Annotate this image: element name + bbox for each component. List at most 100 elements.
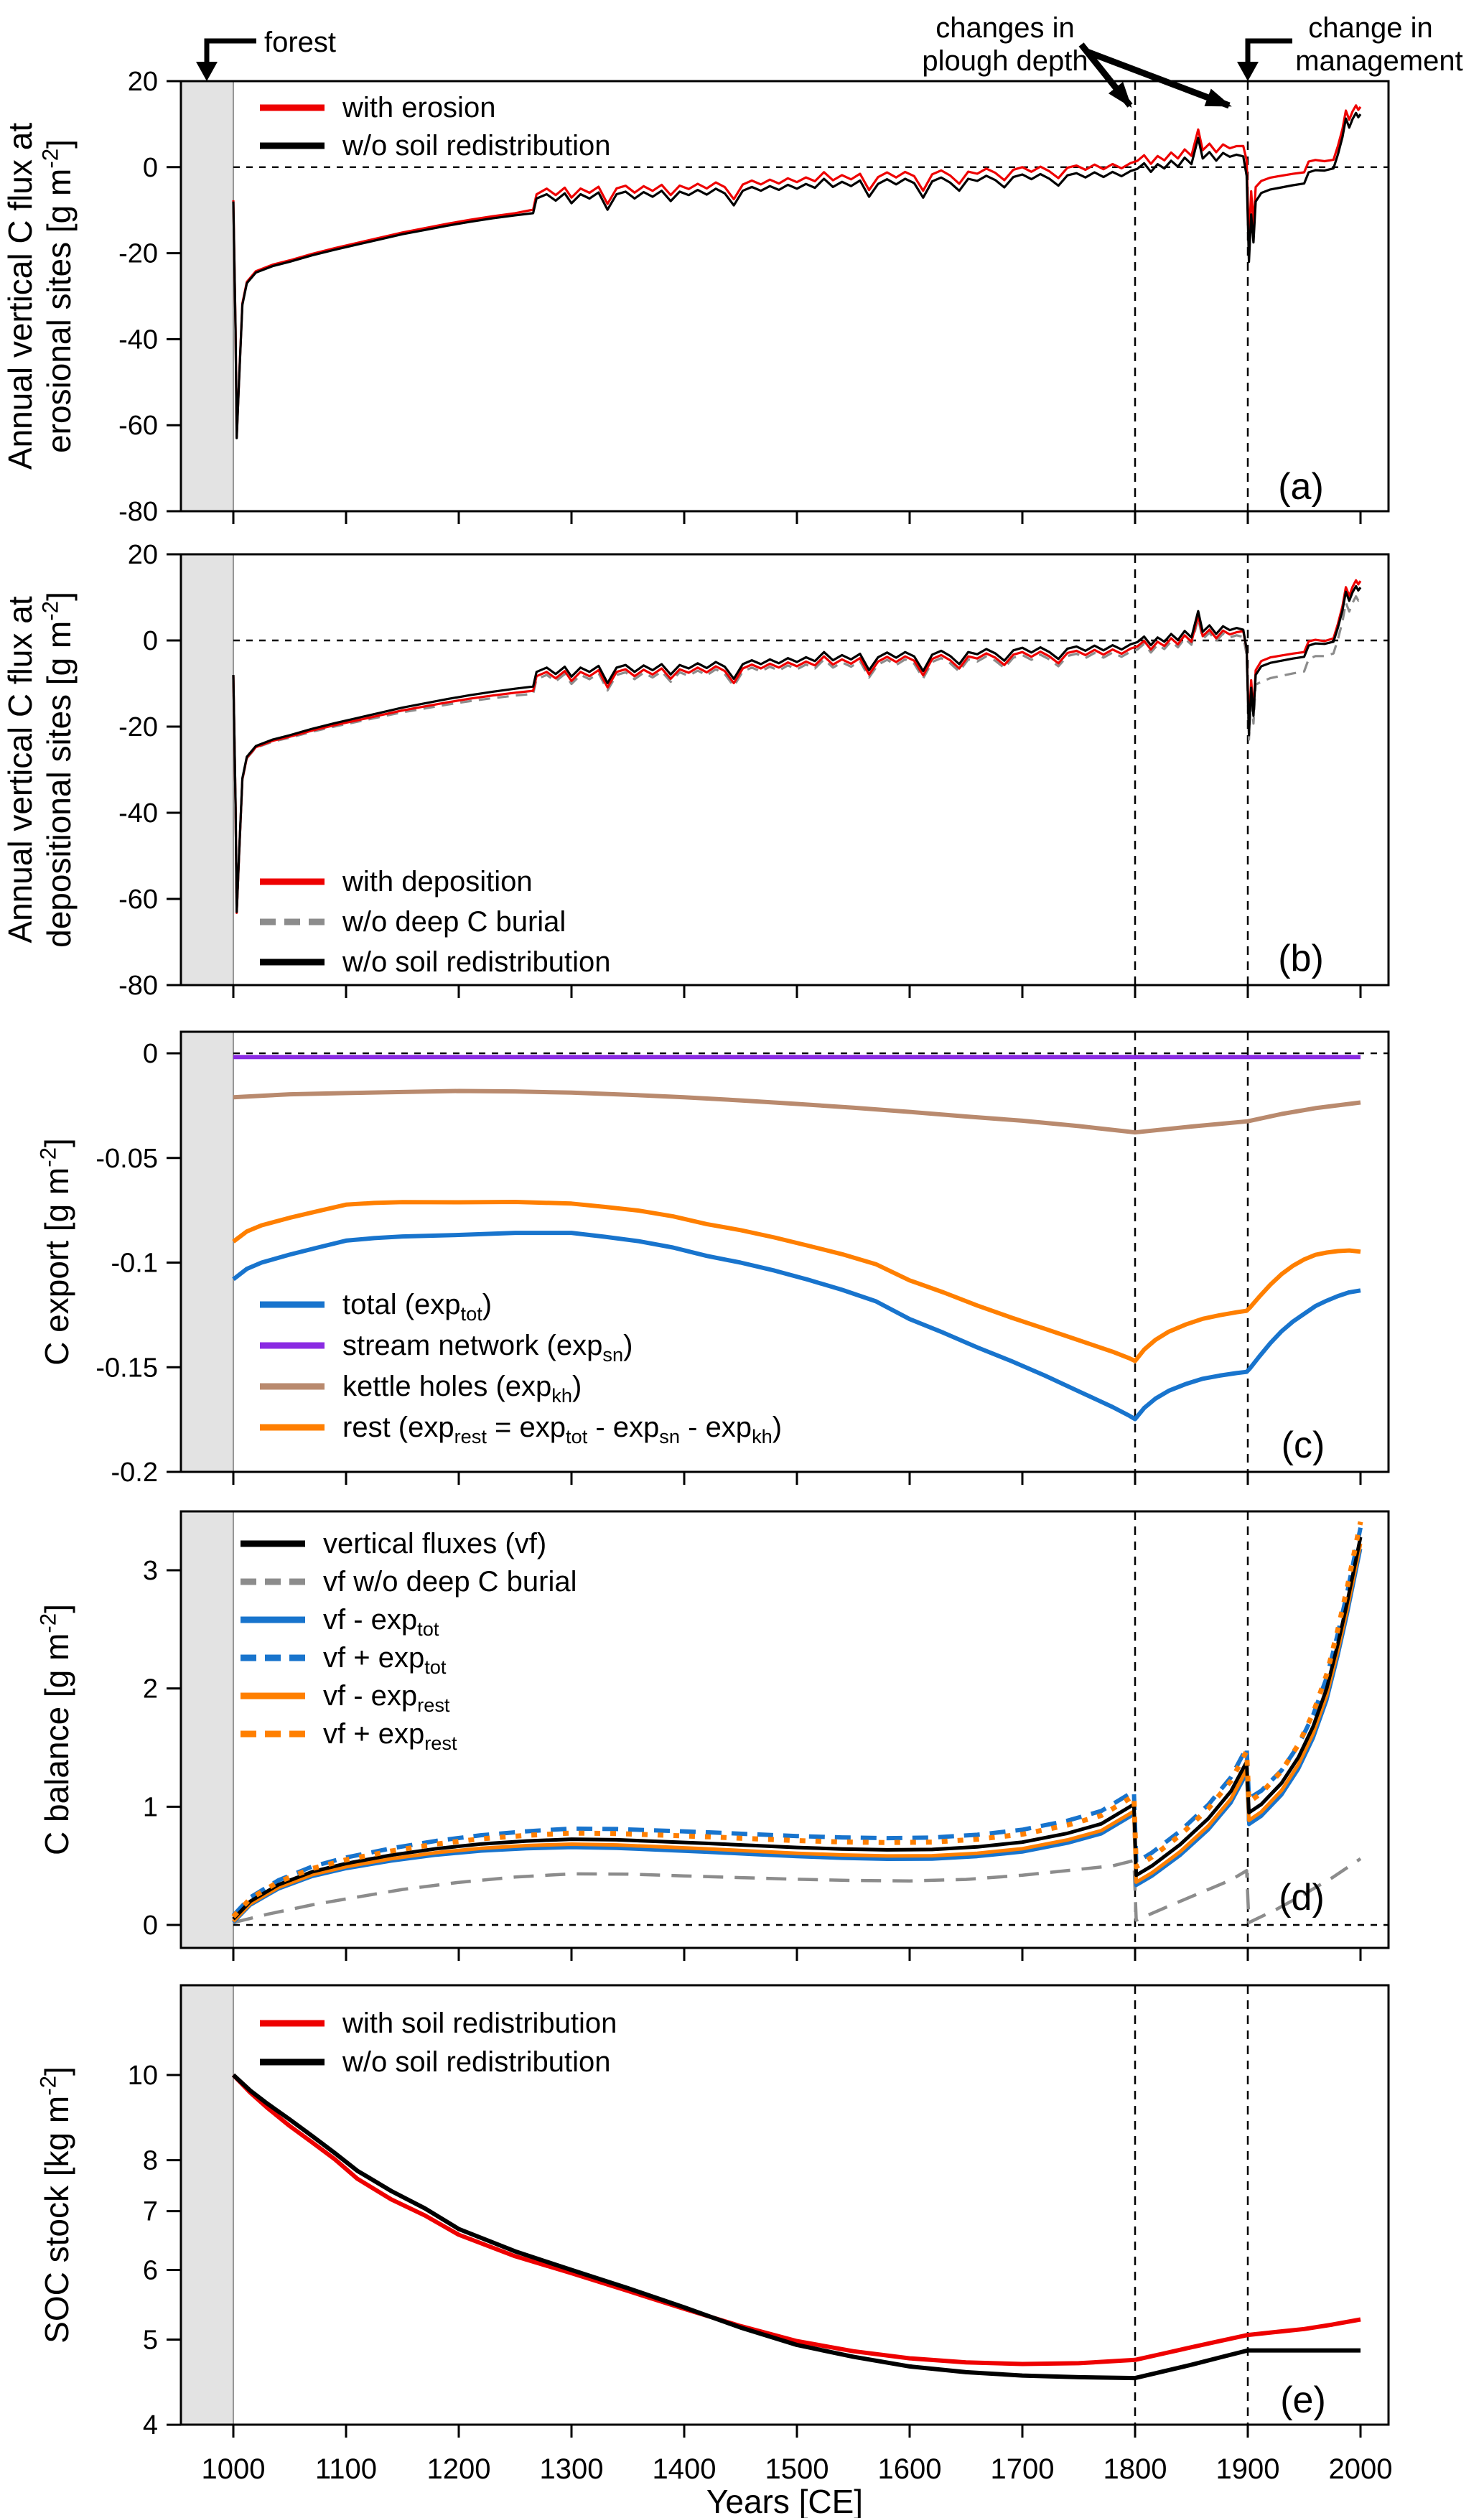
- legend-label: vf w/o deep C burial: [323, 1566, 577, 1598]
- y-tick-label: 4: [143, 2410, 158, 2440]
- series-d_black: [232, 1537, 1363, 1921]
- panel-e: 10 8 7 6 5 4 SOC stock [kg m-2] with soil redis…: [36, 1984, 1390, 2440]
- y-tick-label: -40: [118, 325, 158, 355]
- y-tick-label: 0: [143, 153, 158, 183]
- panel-a: 20 0 -20 -40 -60 -80 Annual vertical C flux at…: [1, 67, 1390, 527]
- legend-label: vf + exptot: [323, 1642, 447, 1678]
- panel-letter-c: (c): [1282, 1424, 1325, 1466]
- x-tick-label: 1900: [1216, 2453, 1280, 2485]
- y-tick-label: -40: [118, 798, 158, 829]
- x-tick-label: 1500: [765, 2453, 829, 2485]
- panel-border: [179, 1984, 1390, 2426]
- y-tick-label: -80: [118, 497, 158, 527]
- legend-label: kettle holes (expkh): [342, 1371, 582, 1407]
- series-d_gray: [233, 1857, 1362, 1924]
- y-axis-title: C balance [g m-2]: [36, 1604, 75, 1855]
- legend-label: stream network (expsn): [342, 1330, 633, 1366]
- management-label-line2: management: [1295, 45, 1462, 77]
- forest-band: [180, 554, 234, 986]
- x-tick-label: 1100: [315, 2453, 377, 2485]
- y-tick-label: -20: [118, 239, 158, 269]
- plough-label-line2: plough depth: [922, 45, 1088, 77]
- plough-label-line1: changes in: [935, 12, 1074, 44]
- legend-label: w/o soil redistribution: [342, 2046, 611, 2078]
- panel-letter-e: (e): [1280, 2379, 1326, 2421]
- y-tick-label: -60: [118, 885, 158, 915]
- y-tick-label: 0: [143, 626, 158, 656]
- y-axis-title: depositional sites [g m-2]: [38, 592, 78, 948]
- x-tick-label: 1700: [991, 2453, 1055, 2485]
- legend-label: vf - exptot: [323, 1604, 439, 1640]
- panel-c: 0 -0.05 -0.1 -0.15 -0.2 C export [g m-2] total…: [36, 1030, 1390, 1488]
- y-tick-label: 3: [143, 1556, 158, 1586]
- y-axis-title: Annual vertical C flux at: [1, 596, 39, 943]
- panel-border: [179, 80, 1390, 513]
- y-tick-label: 5: [143, 2325, 158, 2355]
- series-d_orange_s: [232, 1543, 1363, 1923]
- panel-letter-d: (d): [1279, 1877, 1325, 1918]
- forest-arrowhead: [196, 62, 218, 81]
- series-e_red: [231, 2073, 1361, 2367]
- series-c_brown: [233, 1088, 1361, 1135]
- series-a_black: [232, 111, 1362, 439]
- x-tick-label: 1400: [653, 2453, 717, 2485]
- x-tick-label: 1600: [878, 2453, 942, 2485]
- panel-c-series: [232, 1055, 1361, 1422]
- y-tick-label: -0.2: [111, 1458, 158, 1488]
- legend-panel-a: with erosion w/o soil redistribution: [260, 92, 611, 162]
- series-d_orange_d: [231, 1521, 1363, 1918]
- forest-label: forest: [264, 27, 336, 58]
- legend-label: w/o deep C burial: [342, 906, 566, 938]
- x-tick-label: 2000: [1329, 2453, 1393, 2485]
- y-tick-label: -0.05: [95, 1144, 158, 1174]
- panel-d-series: [231, 1521, 1363, 1924]
- legend-label: w/o soil redistribution: [342, 130, 611, 162]
- forest-band: [180, 1031, 234, 1473]
- legend-label: vf - exprest: [323, 1680, 450, 1716]
- legend-panel-e: with soil redistribution w/o soil redistr…: [260, 2008, 617, 2078]
- series-d_blue_s: [232, 1548, 1363, 1924]
- y-tick-label: 10: [128, 2061, 158, 2091]
- legend-label: rest (exprest = exptot - expsn - expkh): [342, 1412, 782, 1447]
- forest-band: [180, 80, 234, 512]
- forest-arrow: [204, 38, 256, 63]
- panel-border: [179, 553, 1390, 987]
- legend-label: with deposition: [342, 866, 533, 897]
- panel-e-series: [231, 2073, 1361, 2381]
- panel-b-series: [232, 579, 1362, 915]
- legend-label: with erosion: [342, 92, 495, 123]
- x-tick-label: 1200: [427, 2453, 491, 2485]
- y-tick-label: 20: [128, 540, 158, 570]
- series-c_orange: [232, 1200, 1361, 1363]
- legend-panel-c: total (exptot) stream network (expsn) kett…: [260, 1289, 782, 1447]
- y-tick-label: 0: [143, 1911, 158, 1941]
- plough-arrow: [1086, 48, 1232, 109]
- x-axis-labels: 1000 1100 1200 1300 1400 1500 1600 1700 1800 1900…: [202, 2453, 1393, 2518]
- legend-panel-d: vertical fluxes (vf) vf w/o deep C burial…: [241, 1528, 577, 1754]
- legend-label: with soil redistribution: [342, 2008, 617, 2039]
- series-d_blue_d: [231, 1527, 1363, 1917]
- panel-border: [179, 1030, 1390, 1473]
- y-tick-label: -20: [118, 712, 158, 742]
- series-e_black: [231, 2073, 1361, 2381]
- y-axis-title: SOC stock [kg m-2]: [36, 2066, 75, 2344]
- forest-band: [180, 1511, 234, 1949]
- x-tick-label: 1800: [1103, 2453, 1167, 2485]
- management-arrowhead: [1237, 62, 1259, 81]
- panel-d: 3 2 1 0 C balance [g m-2] vertical fluxes (vf…: [36, 1510, 1390, 1961]
- legend-label: vertical fluxes (vf): [323, 1528, 546, 1559]
- forest-band: [180, 1985, 234, 2425]
- y-tick-label: 8: [143, 2146, 158, 2176]
- y-tick-label: -0.15: [95, 1353, 158, 1383]
- panel-b: 20 0 -20 -40 -60 -80 Annual vertical C flux at…: [1, 540, 1390, 1001]
- y-tick-label: 1: [143, 1792, 158, 1822]
- y-tick-label: 20: [128, 67, 158, 97]
- panel-a-series: [232, 104, 1362, 439]
- series-c_blue: [232, 1231, 1361, 1422]
- y-tick-label: 0: [143, 1039, 158, 1069]
- x-tick-label: 1300: [540, 2453, 604, 2485]
